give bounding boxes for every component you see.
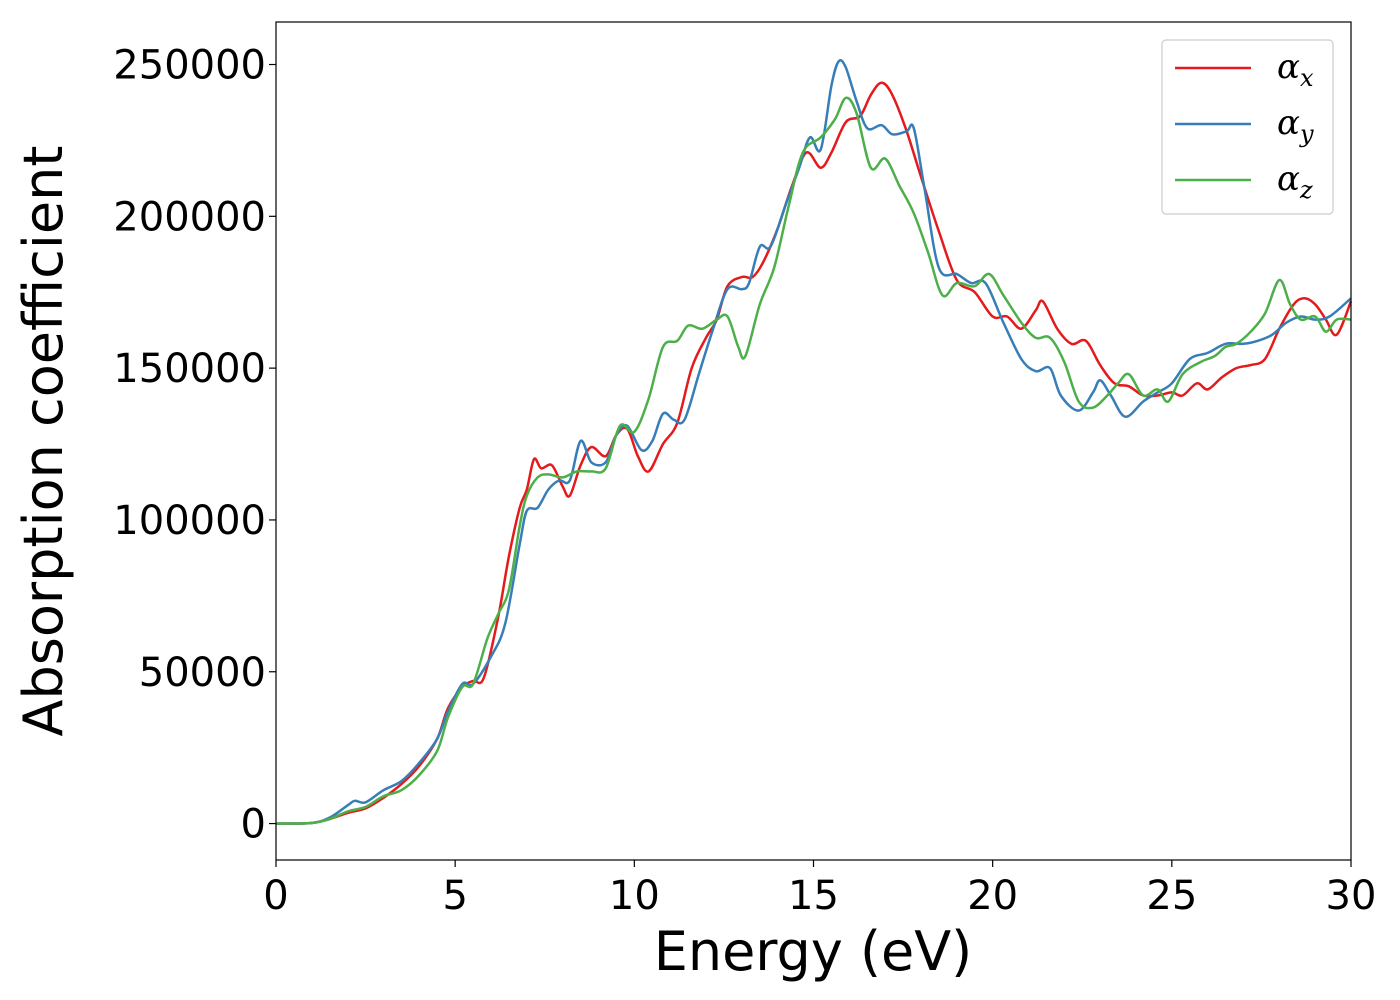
y-tick-label: 200000 [113, 194, 266, 240]
y-tick-label: 0 [241, 802, 266, 848]
y-tick-label: 250000 [113, 43, 266, 89]
series-line-x [275, 81, 1353, 825]
y-tick-label: 100000 [113, 498, 266, 544]
series-layer [275, 58, 1353, 825]
x-tick-label: 15 [788, 873, 839, 919]
y-tick-label: 150000 [113, 346, 266, 392]
legend-box [1161, 39, 1334, 215]
x-tick-label: 0 [263, 873, 288, 919]
x-tick-label: 30 [1326, 873, 1377, 919]
x-tick-label: 25 [1146, 873, 1197, 919]
x-axis: 0 5 10 15 20 25 30 [263, 860, 1376, 919]
x-tick-label: 10 [609, 873, 660, 919]
series-line-z [275, 96, 1352, 825]
x-tick-label: 20 [967, 873, 1018, 919]
x-tick-label: 5 [442, 873, 467, 919]
x-axis-title: Energy (eV) [654, 920, 973, 983]
y-tick-label: 50000 [139, 650, 266, 696]
y-axis: 0 50000 100000 150000 200000 250000 [113, 43, 276, 848]
y-axis-title: Absorption coefficient [12, 146, 75, 737]
